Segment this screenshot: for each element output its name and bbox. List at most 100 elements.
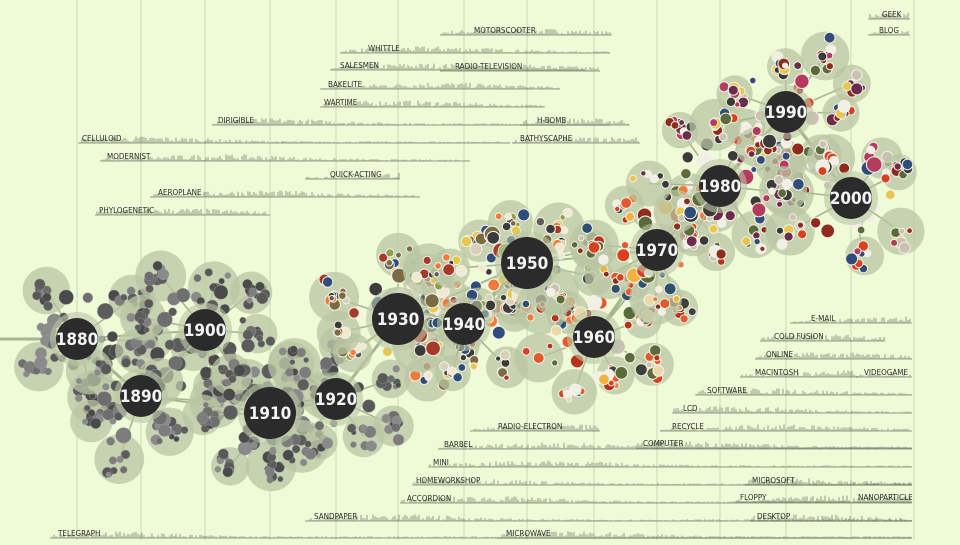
word-node[interactable] [110,467,117,474]
word-node[interactable] [414,345,426,357]
word-node[interactable] [241,339,254,352]
word-node[interactable] [798,230,807,239]
word-node[interactable] [234,365,246,377]
word-node[interactable] [709,225,718,234]
word-node[interactable] [238,441,252,455]
word-node[interactable] [653,297,658,302]
word-node[interactable] [851,70,862,81]
word-label[interactable]: MOTORSCOOTER [474,26,536,35]
word-node[interactable] [75,395,82,402]
word-node[interactable] [556,295,565,304]
word-node[interactable] [249,288,257,296]
word-node[interactable] [225,273,231,279]
word-node[interactable] [294,375,300,381]
word-node[interactable] [278,476,284,482]
word-node[interactable] [243,330,253,340]
word-node[interactable] [547,343,553,349]
word-label[interactable]: MACINTOSH [755,368,799,377]
word-node[interactable] [456,266,467,277]
word-node[interactable] [500,350,510,360]
word-node[interactable] [121,450,130,459]
word-node[interactable] [257,335,263,341]
word-node[interactable] [334,321,342,329]
word-label[interactable]: RECYCLE [672,422,704,431]
word-node[interactable] [300,459,307,466]
word-label[interactable]: WHITTLE [368,44,400,53]
word-node[interactable] [821,224,835,238]
word-node[interactable] [460,354,466,360]
word-node[interactable] [752,203,766,217]
word-node[interactable] [810,218,820,228]
word-node[interactable] [329,296,334,301]
word-label[interactable]: BLOG [879,26,899,35]
word-node[interactable] [290,346,297,353]
word-node[interactable] [223,389,235,401]
word-node[interactable] [315,421,324,430]
word-node[interactable] [654,355,660,361]
word-node[interactable] [547,288,555,296]
word-node[interactable] [760,246,765,251]
word-node[interactable] [751,167,757,173]
word-node[interactable] [396,383,401,388]
word-node[interactable] [726,97,735,106]
word-node[interactable] [867,146,875,154]
word-node[interactable] [240,317,246,323]
word-node[interactable] [793,179,805,191]
word-node[interactable] [487,231,500,244]
word-label[interactable]: TELEGRAPH [57,529,100,538]
word-node[interactable] [782,152,790,160]
word-node[interactable] [907,228,913,234]
word-node[interactable] [339,292,347,300]
word-node[interactable] [615,206,620,211]
word-label[interactable]: LCD [683,404,698,413]
word-node[interactable] [485,300,496,311]
word-node[interactable] [630,175,637,182]
word-node[interactable] [838,101,850,113]
word-node[interactable] [664,283,676,295]
word-node[interactable] [443,264,455,276]
word-node[interactable] [153,261,163,271]
word-node[interactable] [495,213,502,220]
word-node[interactable] [599,374,610,385]
word-node[interactable] [169,434,174,439]
word-node[interactable] [571,242,578,249]
word-node[interactable] [229,375,237,383]
word-node[interactable] [699,236,709,246]
word-node[interactable] [243,279,253,289]
word-node[interactable] [776,227,783,234]
decade-hub-1920[interactable]: 1920 [309,372,363,426]
word-label[interactable]: QUICK-ACTING [330,170,382,179]
word-node[interactable] [656,286,663,293]
word-label[interactable]: PHYLOGENETIC [99,206,154,215]
word-node[interactable] [500,294,506,300]
word-node[interactable] [144,327,149,332]
word-node[interactable] [686,236,697,247]
word-node[interactable] [101,364,112,375]
word-label[interactable]: MINI [433,458,449,467]
word-node[interactable] [320,357,332,369]
word-node[interactable] [279,348,287,356]
word-node[interactable] [843,82,852,91]
word-node[interactable] [603,271,609,277]
word-node[interactable] [143,308,150,315]
word-label[interactable]: RADIO-ELECTRON [498,422,562,431]
word-node[interactable] [617,249,630,262]
word-node[interactable] [522,348,530,356]
word-node[interactable] [59,290,74,305]
word-label[interactable]: RADIO-TELEVISION [455,62,522,71]
word-node[interactable] [97,392,111,406]
word-node[interactable] [510,221,516,227]
word-node[interactable] [76,378,82,384]
word-node[interactable] [35,356,48,369]
word-node[interactable] [382,414,391,423]
word-node[interactable] [551,325,562,336]
word-node[interactable] [674,223,681,230]
word-node[interactable] [423,256,431,264]
word-node[interactable] [894,163,901,170]
word-label[interactable]: AEROPLANE [158,188,202,197]
word-node[interactable] [727,150,738,161]
word-node[interactable] [393,434,404,445]
word-label[interactable]: COLD FUSION [774,332,824,341]
word-node[interactable] [582,223,593,234]
word-node[interactable] [412,272,422,282]
